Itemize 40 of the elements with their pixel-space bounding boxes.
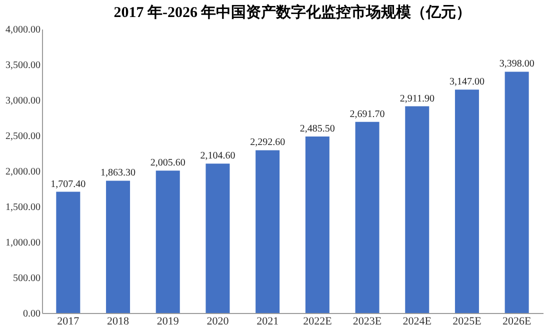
x-tick-label: 2022E (303, 316, 332, 328)
bar (56, 192, 80, 313)
x-tick-label: 2025E (452, 316, 482, 328)
bar (454, 90, 479, 313)
bar (504, 72, 529, 313)
data-label: 3,398.00 (499, 58, 534, 70)
y-tick-label: 3,000.00 (6, 96, 40, 106)
x-tick-label: 2026E (502, 316, 532, 328)
bar (355, 122, 380, 313)
bar (305, 136, 330, 313)
x-tick-label: 2017 (57, 316, 80, 328)
bar (405, 106, 430, 313)
y-tick-label: 2,500.00 (6, 131, 40, 142)
bar (206, 164, 230, 313)
y-tick-label: 1,500.00 (6, 202, 40, 213)
y-tick-label: 3,500.00 (6, 60, 40, 71)
data-label: 2,104.60 (200, 150, 236, 162)
data-label: 2,292.60 (250, 137, 286, 148)
chart-title: 2017 年-2026 年中国资产数字化监控市场规模（亿元） (114, 3, 472, 21)
x-tick-label: 2021 (256, 316, 279, 328)
data-label: 2,691.70 (350, 108, 385, 120)
y-tick-label: 500.00 (13, 273, 40, 284)
x-tick-label: 2024E (402, 316, 432, 328)
y-tick-label: 2,000.00 (6, 166, 40, 178)
data-label: 2,485.50 (300, 124, 335, 135)
data-label: 3,147.00 (449, 76, 484, 88)
data-label: 2,911.90 (400, 93, 434, 104)
bar (256, 150, 280, 313)
bar (106, 180, 130, 313)
data-label: 1,707.40 (50, 178, 86, 190)
data-label: 1,863.30 (100, 168, 136, 179)
data-label: 2,005.60 (150, 158, 186, 169)
x-tick-label: 2023E (352, 316, 382, 328)
y-tick-label: 0.00 (23, 308, 40, 320)
y-tick-label: 4,000.00 (6, 24, 40, 36)
y-tick-label: 1,000.00 (6, 238, 40, 248)
x-tick-label: 2019 (156, 316, 180, 328)
bar (156, 170, 180, 313)
x-tick-label: 2020 (206, 316, 230, 328)
x-tick-label: 2018 (107, 316, 130, 328)
